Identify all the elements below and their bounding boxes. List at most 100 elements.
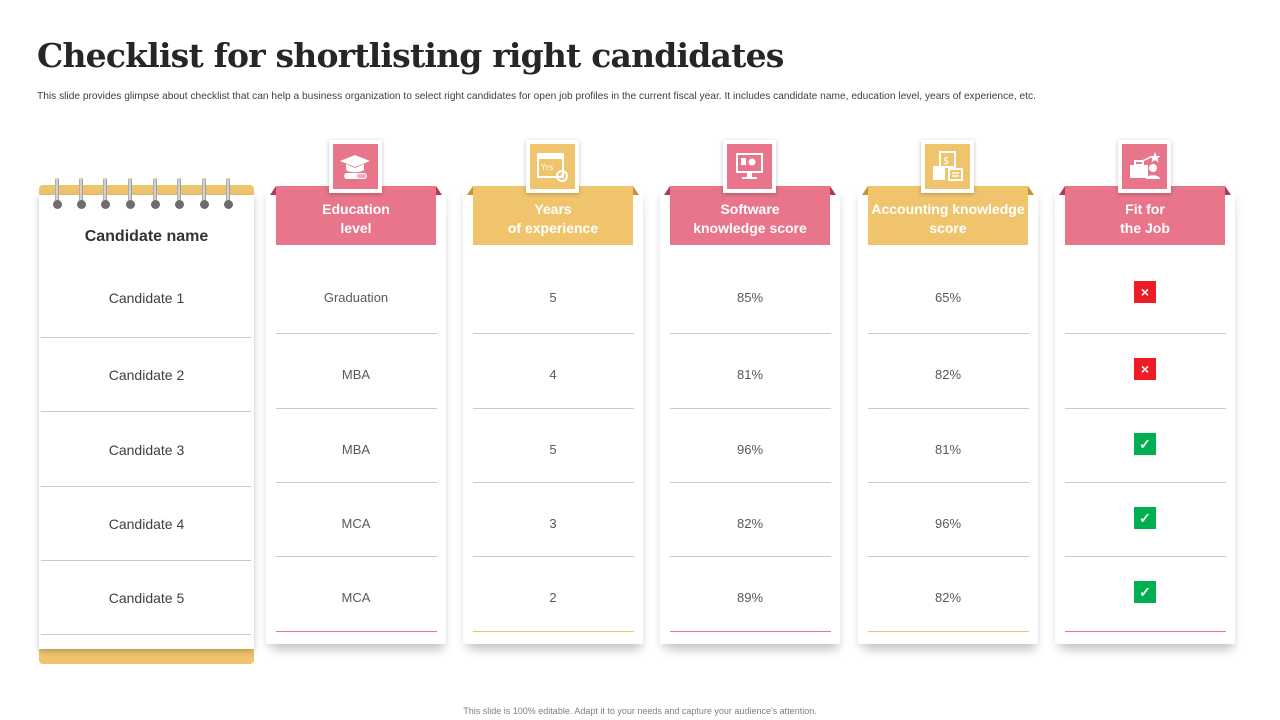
page-title: Checklist for shortlisting right candida… bbox=[37, 36, 784, 75]
table-cell: 82% bbox=[934, 367, 962, 382]
row-divider bbox=[473, 631, 634, 632]
table-cell: 81% bbox=[934, 442, 962, 457]
column-card bbox=[463, 192, 643, 644]
svg-text:Yrs: Yrs bbox=[540, 163, 553, 172]
table-cell: 82% bbox=[736, 516, 764, 531]
icon-background: $ bbox=[925, 144, 970, 189]
row-divider bbox=[41, 337, 251, 338]
column-header: Accounting knowledge score bbox=[868, 186, 1028, 245]
svg-text:$: $ bbox=[943, 156, 949, 167]
row-divider bbox=[276, 408, 437, 409]
row-divider bbox=[1065, 631, 1226, 632]
spiral-ring bbox=[126, 178, 135, 212]
notebook-page bbox=[39, 195, 254, 649]
row-divider bbox=[473, 482, 634, 483]
table-cell: 96% bbox=[736, 442, 764, 457]
row-divider bbox=[276, 556, 437, 557]
ring-wire bbox=[202, 178, 206, 202]
spiral-ring bbox=[77, 178, 86, 212]
cross-icon: × bbox=[1134, 358, 1156, 380]
row-divider bbox=[1065, 482, 1226, 483]
column-icon-frame: Yrs bbox=[526, 140, 579, 193]
table-cell: MBA bbox=[341, 367, 371, 382]
column-icon-frame: $ bbox=[921, 140, 974, 193]
column-header: Education level bbox=[276, 186, 436, 245]
column-card bbox=[660, 192, 840, 644]
row-divider bbox=[1065, 333, 1226, 334]
icon-background: Yrs bbox=[530, 144, 575, 189]
spiral-ring bbox=[200, 178, 209, 212]
candidate-name: Candidate 2 bbox=[108, 367, 185, 383]
candidate-name: Candidate 5 bbox=[108, 590, 185, 606]
banner-fold bbox=[862, 186, 868, 195]
ring-hole bbox=[126, 200, 135, 209]
ring-hole bbox=[101, 200, 110, 209]
column-header-line2: of experience bbox=[507, 220, 599, 236]
column-header-line2: knowledge score bbox=[693, 220, 807, 236]
row-divider bbox=[276, 333, 437, 334]
row-divider bbox=[41, 486, 251, 487]
row-divider bbox=[276, 631, 437, 632]
column-header-line2: the Job bbox=[1120, 220, 1170, 236]
footer-note: This slide is 100% editable. Adapt it to… bbox=[463, 706, 817, 716]
row-divider bbox=[868, 482, 1029, 483]
row-divider bbox=[41, 560, 251, 561]
table-cell: 89% bbox=[736, 590, 764, 605]
table-cell: 4 bbox=[549, 367, 557, 382]
ring-wire bbox=[103, 178, 107, 202]
ring-wire bbox=[153, 178, 157, 202]
column-header: Fit for the Job bbox=[1065, 186, 1225, 245]
ring-wire bbox=[55, 178, 59, 202]
banner-fold bbox=[436, 186, 442, 195]
spiral-ring bbox=[175, 178, 184, 212]
candidate-name: Candidate 3 bbox=[108, 442, 185, 458]
ring-hole bbox=[224, 200, 233, 209]
icon-background bbox=[727, 144, 772, 189]
ring-hole bbox=[53, 200, 62, 209]
row-divider bbox=[473, 333, 634, 334]
column-icon-frame bbox=[723, 140, 776, 193]
column-header-line2: level bbox=[340, 220, 372, 236]
candidate-name-header: Candidate name bbox=[84, 228, 209, 245]
row-divider bbox=[868, 408, 1029, 409]
icon-background bbox=[1122, 144, 1167, 189]
ring-wire bbox=[177, 178, 181, 202]
check-icon: ✓ bbox=[1134, 581, 1156, 603]
candidate-name: Candidate 1 bbox=[108, 290, 185, 306]
table-cell: 85% bbox=[736, 290, 764, 305]
row-divider bbox=[41, 411, 251, 412]
row-divider bbox=[473, 556, 634, 557]
row-divider bbox=[1065, 408, 1226, 409]
column-header-line1: Years bbox=[534, 201, 572, 217]
spiral-ring bbox=[101, 178, 110, 212]
check-icon: ✓ bbox=[1134, 433, 1156, 455]
check-icon: ✓ bbox=[1134, 507, 1156, 529]
banner-fold bbox=[1028, 186, 1034, 195]
table-cell: 96% bbox=[934, 516, 962, 531]
table-cell: MCA bbox=[341, 516, 371, 531]
spiral-ring bbox=[53, 178, 62, 212]
column-header-line1: Software bbox=[720, 201, 780, 217]
table-cell: MBA bbox=[341, 442, 371, 457]
table-cell: 3 bbox=[549, 516, 557, 531]
row-divider bbox=[670, 482, 831, 483]
banner-fold bbox=[1225, 186, 1231, 195]
row-divider bbox=[670, 333, 831, 334]
table-cell: MCA bbox=[341, 590, 371, 605]
column-icon-frame bbox=[1118, 140, 1171, 193]
ring-wire bbox=[128, 178, 132, 202]
banner-fold bbox=[633, 186, 639, 195]
column-header-line1: Education bbox=[322, 201, 390, 217]
cross-icon: × bbox=[1134, 281, 1156, 303]
banner-fold bbox=[1059, 186, 1065, 195]
table-cell: 82% bbox=[934, 590, 962, 605]
ring-hole bbox=[77, 200, 86, 209]
table-cell: 5 bbox=[549, 290, 557, 305]
column-header: Years of experience bbox=[473, 186, 633, 245]
ring-hole bbox=[151, 200, 160, 209]
icon-background bbox=[333, 144, 378, 189]
table-cell: 81% bbox=[736, 367, 764, 382]
row-divider bbox=[276, 482, 437, 483]
ring-wire bbox=[79, 178, 83, 202]
table-cell: 2 bbox=[549, 590, 557, 605]
